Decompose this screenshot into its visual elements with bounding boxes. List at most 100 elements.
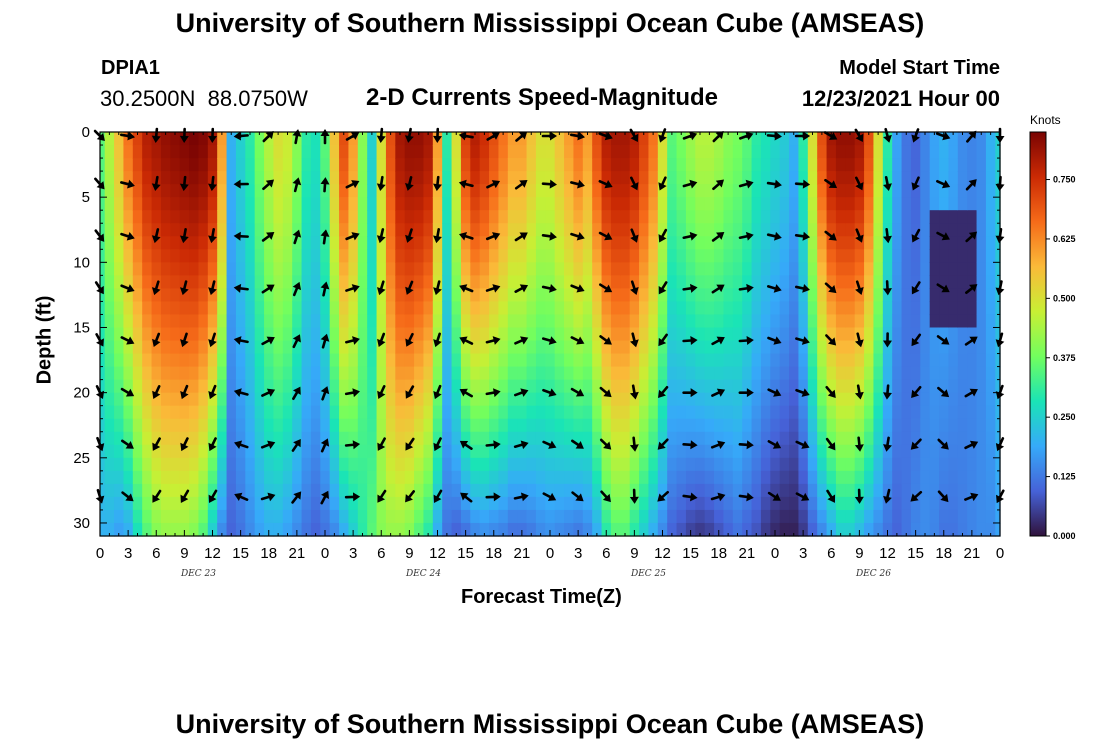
heatmap-cell [957,353,968,368]
heatmap-cell [104,145,115,159]
heatmap-cell [100,197,106,211]
heatmap-cell [714,145,725,159]
heatmap-cell [160,197,171,211]
current-vector-head [911,337,920,347]
current-vector [405,280,414,295]
heatmap-cell [395,353,406,368]
heatmap-cell [770,379,781,394]
heatmap-cell [226,457,237,472]
heatmap-cell [826,483,837,498]
heatmap-cell [939,197,950,211]
heatmap-cell [339,327,350,342]
heatmap-cell [817,184,828,198]
heatmap-cell [695,392,706,407]
heatmap-cell [339,457,350,472]
heatmap-cell [376,288,387,303]
heatmap-cell [226,379,237,394]
heatmap-cell [170,158,181,172]
heatmap-cell [217,418,228,433]
heatmap-cell [826,340,837,355]
heatmap-cell [348,496,359,511]
heatmap-cell [845,327,856,342]
heatmap-cell [751,223,762,237]
heatmap-cell [817,366,828,381]
heatmap-cell [873,353,884,368]
heatmap-cell [685,249,696,263]
heatmap-cell [114,470,125,485]
heatmap-cell [301,210,312,224]
heatmap-cell [798,275,809,289]
heatmap-cell [498,275,509,289]
heatmap-cell [639,184,650,198]
current-vector-head [690,336,698,346]
heatmap-cell [742,184,753,198]
heatmap-cell [864,158,875,172]
heatmap-cell [770,470,781,485]
heatmap-cell [629,509,640,524]
heatmap-cell [639,288,650,303]
current-vector [120,179,135,189]
heatmap-cell [160,418,171,433]
heatmap-cell [760,327,771,342]
heatmap-cell [901,379,912,394]
heatmap-cell [826,379,837,394]
heatmap-cell [470,483,481,498]
heatmap-cell [100,210,106,224]
heatmap-cell [592,496,603,511]
heatmap-cell [348,275,359,289]
heatmap-cell [517,353,528,368]
heatmap-cell [629,457,640,472]
heatmap-cell [414,340,425,355]
heatmap-cell [404,483,415,498]
heatmap-cell [760,509,771,524]
current-vector-head [96,132,105,141]
heatmap-cell [714,457,725,472]
heatmap-cell [760,457,771,472]
heatmap-cell [564,288,575,303]
heatmap-cell [348,483,359,498]
current-vector [121,439,134,449]
heatmap-cell [198,509,209,524]
heatmap-cell [142,223,153,237]
heatmap-cell [535,470,546,485]
heatmap-cell [123,288,134,303]
heatmap-cell [310,522,321,537]
heatmap-cell [742,301,753,316]
heatmap-cell [423,379,434,394]
heatmap-cell [910,171,921,185]
current-vector-head [802,231,811,241]
heatmap-cell [301,158,312,172]
heatmap-cell [100,262,106,276]
heatmap-cell [142,470,153,485]
heatmap-cell [835,132,846,146]
heatmap-cell [526,288,537,303]
heatmap-cell [301,314,312,329]
heatmap-cell [817,522,828,537]
heatmap-cell [985,210,996,224]
heatmap-cell [414,470,425,485]
heatmap-cell [292,236,303,250]
heatmap-cell [545,353,556,368]
current-vector-head [548,388,557,397]
heatmap-cell [179,431,190,446]
heatmap-cell [639,301,650,316]
current-vector-head [519,232,528,241]
heatmap-cell [367,509,378,524]
heatmap-cell [264,457,275,472]
heatmap-cell [564,249,575,263]
current-vector-head [433,135,442,143]
heatmap-cell [235,275,246,289]
current-vector [794,179,811,189]
heatmap-cell [414,496,425,511]
heatmap-cell [629,392,640,407]
heatmap-cell [751,509,762,524]
heatmap-cell [601,496,612,511]
heatmap-cell [995,262,1001,276]
heatmap-cell [976,366,987,381]
heatmap-cell [845,457,856,472]
heatmap-cell [423,431,434,446]
heatmap-cell [835,418,846,433]
heatmap-cell [198,327,209,342]
heatmap-cell [273,509,284,524]
heatmap-cell [470,522,481,537]
